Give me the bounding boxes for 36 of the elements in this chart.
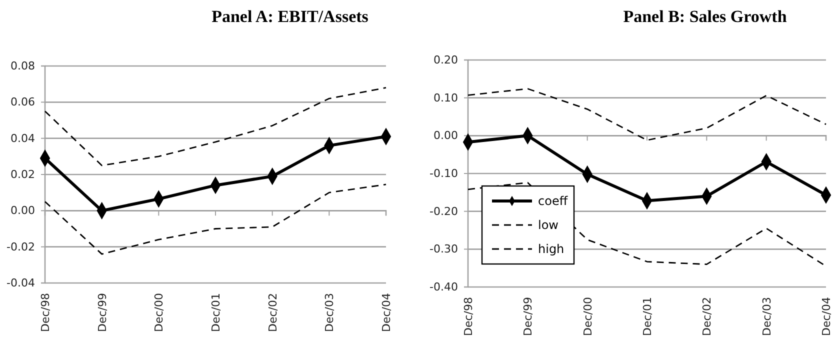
y-tick-label: 0.10 xyxy=(434,91,458,104)
y-tick-label: -0.30 xyxy=(430,242,458,256)
line-series xyxy=(467,88,827,141)
x-tick-label: Dec/98 xyxy=(462,297,475,336)
x-tick-label: Dec/00 xyxy=(152,293,166,332)
y-tick-label: 0.06 xyxy=(10,96,35,109)
y-tick-label: 0.08 xyxy=(10,60,35,73)
x-tick-label: Dec/03 xyxy=(760,297,774,336)
chart-title: Panel A: EBIT/Assets xyxy=(212,7,369,26)
line-series xyxy=(44,184,387,255)
legend-label: coeff xyxy=(538,194,568,208)
x-tick-label: Dec/03 xyxy=(323,293,336,332)
y-tick-label: 0.00 xyxy=(10,204,35,218)
x-tick-label: Dec/01 xyxy=(641,297,654,336)
y-tick-label: -0.10 xyxy=(430,167,458,180)
x-tick-label: Dec/02 xyxy=(700,297,714,336)
line-series xyxy=(44,87,387,166)
x-tick-label: Dec/04 xyxy=(820,297,833,336)
x-tick-label: Dec/00 xyxy=(581,297,594,336)
y-tick-label: 0.02 xyxy=(10,168,35,182)
x-tick-label: Dec/01 xyxy=(210,293,222,332)
x-tick-label: Dec/99 xyxy=(96,293,109,332)
x-tick-label: Dec/02 xyxy=(266,293,280,332)
y-tick-label: -0.40 xyxy=(430,280,458,294)
x-tick-label: Dec/98 xyxy=(39,293,52,332)
y-tick-label: -0.20 xyxy=(430,204,458,218)
legend-label: low xyxy=(538,218,559,232)
y-tick-label: -0.04 xyxy=(6,276,35,290)
y-tick-label: 0.00 xyxy=(434,129,458,142)
chart-title: Panel B: Sales Growth xyxy=(623,7,788,26)
y-tick-label: 0.20 xyxy=(434,54,458,67)
x-tick-label: Dec/99 xyxy=(522,297,535,336)
y-tick-label: 0.04 xyxy=(10,132,35,145)
legend-label: high xyxy=(538,242,564,256)
x-tick-label: Dec/04 xyxy=(380,293,393,332)
y-tick-label: -0.02 xyxy=(6,240,35,254)
